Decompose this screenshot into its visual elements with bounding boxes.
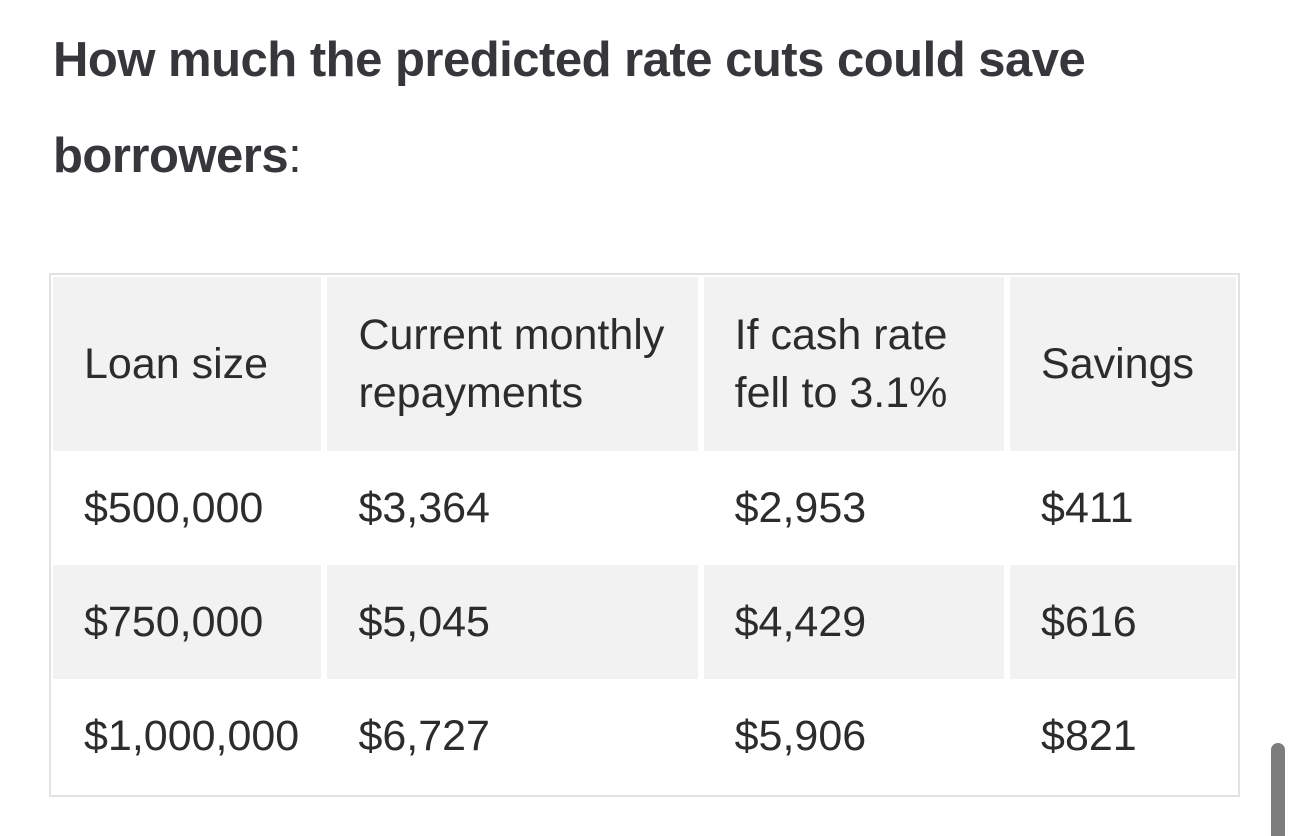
column-header-savings: Savings (1010, 277, 1236, 451)
cell-savings: $616 (1010, 565, 1236, 679)
cell-current-repayment: $3,364 (327, 451, 704, 565)
cell-loan-size: $1,000,000 (53, 679, 328, 793)
table-header-row: Loan size Current monthly repayments If … (53, 277, 1236, 451)
cell-loan-size: $750,000 (53, 565, 328, 679)
cell-if-cash-rate: $4,429 (703, 565, 1011, 679)
cell-loan-size: $500,000 (53, 451, 328, 565)
cell-if-cash-rate: $2,953 (703, 451, 1011, 565)
section-heading-colon: : (288, 129, 302, 183)
cell-current-repayment: $5,045 (327, 565, 704, 679)
cell-if-cash-rate: $5,906 (703, 679, 1011, 793)
cell-savings: $411 (1010, 451, 1236, 565)
section-heading: How much the predicted rate cuts could s… (53, 12, 1239, 204)
column-header-current-repayments: Current monthly repayments (327, 277, 704, 451)
savings-table-container: Loan size Current monthly repayments If … (49, 273, 1240, 797)
table-row: $750,000 $5,045 $4,429 $616 (53, 565, 1236, 679)
column-header-if-cash-rate: If cash rate fell to 3.1% (703, 277, 1011, 451)
cell-current-repayment: $6,727 (327, 679, 704, 793)
savings-table: Loan size Current monthly repayments If … (53, 277, 1236, 793)
table-row: $1,000,000 $6,727 $5,906 $821 (53, 679, 1236, 793)
vertical-scrollbar-thumb[interactable] (1271, 743, 1285, 836)
column-header-loan-size: Loan size (53, 277, 328, 451)
cell-savings: $821 (1010, 679, 1236, 793)
table-row: $500,000 $3,364 $2,953 $411 (53, 451, 1236, 565)
section-heading-text: How much the predicted rate cuts could s… (53, 33, 1086, 183)
